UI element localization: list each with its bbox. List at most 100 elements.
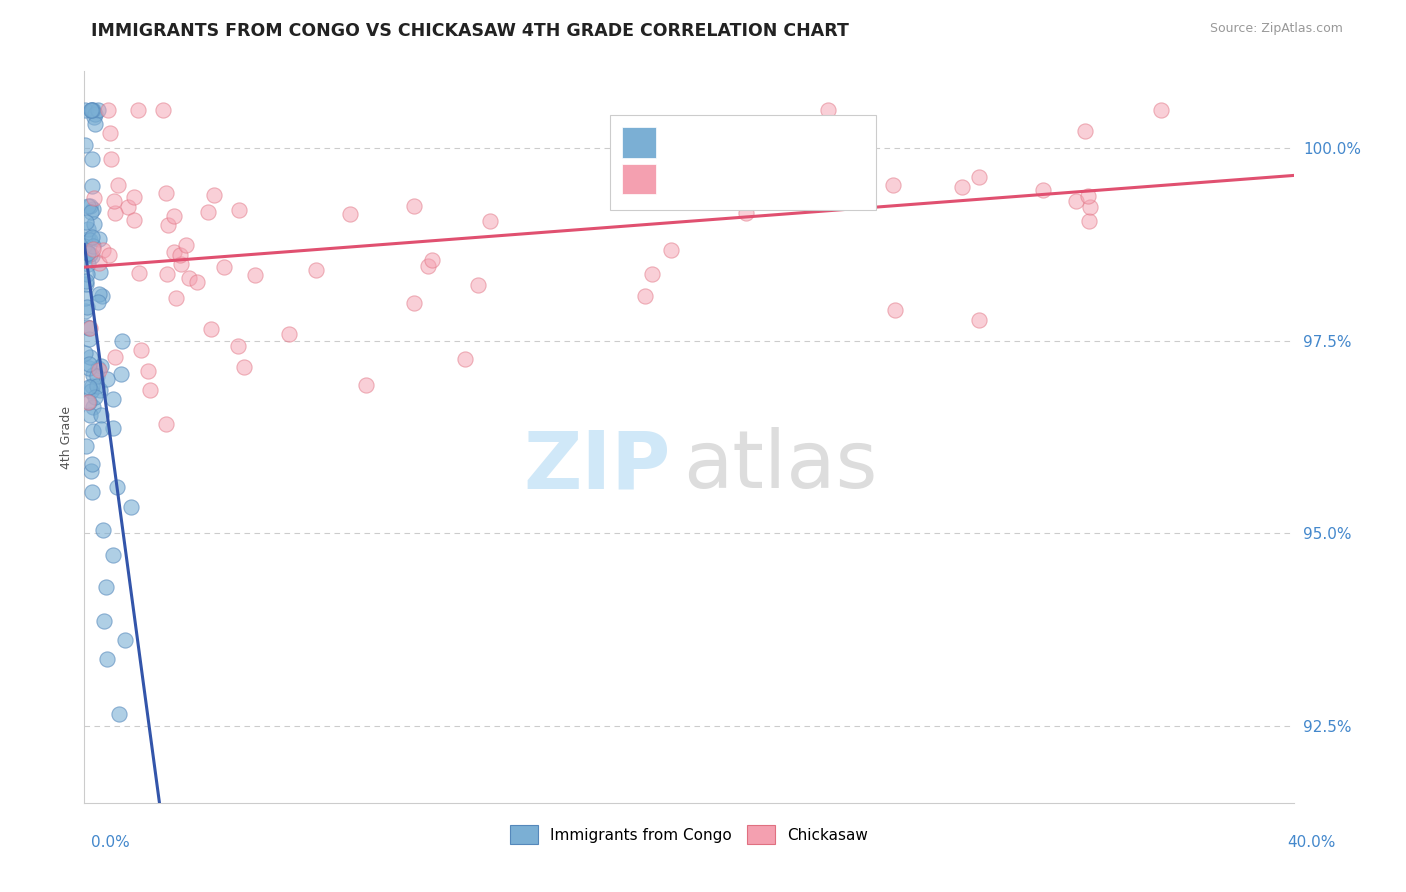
Point bbox=[633, 190, 655, 204]
Point bbox=[80, 103, 103, 117]
Point bbox=[90, 422, 112, 436]
FancyBboxPatch shape bbox=[623, 163, 657, 194]
Point bbox=[82, 424, 104, 438]
Point bbox=[82, 103, 104, 117]
Point bbox=[620, 150, 643, 164]
Point bbox=[801, 181, 824, 195]
Point bbox=[97, 103, 120, 117]
Point bbox=[76, 246, 98, 260]
Point bbox=[883, 303, 905, 318]
Point bbox=[163, 245, 186, 260]
Point bbox=[101, 392, 124, 406]
Point bbox=[138, 383, 160, 397]
Point bbox=[305, 263, 328, 277]
Text: 40.0%: 40.0% bbox=[1288, 836, 1336, 850]
Point bbox=[75, 292, 97, 306]
Point bbox=[104, 350, 127, 364]
Point bbox=[83, 191, 105, 205]
Point bbox=[640, 267, 662, 281]
Point bbox=[87, 103, 110, 117]
Point bbox=[91, 243, 114, 257]
Point bbox=[155, 417, 177, 431]
Point bbox=[356, 378, 378, 392]
Point bbox=[108, 707, 131, 722]
Point bbox=[243, 268, 266, 283]
Point bbox=[77, 257, 100, 271]
Point bbox=[89, 264, 111, 278]
Point bbox=[339, 207, 361, 221]
Point bbox=[87, 256, 110, 270]
Point bbox=[1078, 214, 1101, 228]
Point bbox=[1032, 183, 1054, 197]
Y-axis label: 4th Grade: 4th Grade bbox=[60, 406, 73, 468]
Point bbox=[177, 270, 200, 285]
Point bbox=[735, 206, 758, 220]
Point bbox=[80, 384, 103, 398]
Point bbox=[120, 500, 142, 515]
Point bbox=[75, 277, 97, 291]
Point bbox=[163, 209, 186, 223]
Point bbox=[90, 408, 112, 422]
FancyBboxPatch shape bbox=[610, 115, 876, 211]
Point bbox=[80, 103, 103, 117]
Point bbox=[155, 267, 177, 281]
Point bbox=[104, 206, 127, 220]
Point bbox=[1074, 124, 1097, 138]
Text: N = 80: N = 80 bbox=[796, 135, 851, 150]
Point bbox=[80, 230, 103, 244]
Text: Source: ZipAtlas.com: Source: ZipAtlas.com bbox=[1209, 22, 1343, 36]
Point bbox=[87, 287, 110, 301]
Point bbox=[634, 289, 657, 303]
Point bbox=[98, 126, 121, 140]
Point bbox=[86, 369, 108, 384]
Text: atlas: atlas bbox=[683, 427, 877, 506]
Point bbox=[80, 485, 103, 500]
Point bbox=[80, 205, 103, 219]
Point bbox=[122, 190, 145, 204]
Point bbox=[77, 361, 100, 376]
Point bbox=[967, 312, 990, 326]
Point bbox=[77, 222, 100, 236]
Point bbox=[127, 103, 149, 117]
Point bbox=[73, 103, 96, 117]
Point bbox=[82, 202, 104, 216]
Point bbox=[114, 633, 136, 648]
Text: R = -0.254: R = -0.254 bbox=[671, 135, 756, 150]
Point bbox=[454, 352, 477, 367]
Point bbox=[79, 321, 101, 335]
Point bbox=[1150, 103, 1173, 117]
Point bbox=[75, 274, 97, 288]
Point bbox=[969, 170, 991, 185]
Point bbox=[129, 343, 152, 358]
Point bbox=[73, 239, 96, 253]
Point bbox=[157, 219, 180, 233]
Point bbox=[402, 296, 425, 310]
Point bbox=[152, 103, 174, 117]
Point bbox=[82, 401, 104, 415]
Point bbox=[75, 439, 97, 453]
Point bbox=[404, 199, 426, 213]
Point bbox=[96, 580, 118, 594]
Point bbox=[1064, 194, 1087, 209]
Point bbox=[87, 360, 110, 375]
Point bbox=[103, 548, 125, 562]
Point bbox=[76, 319, 98, 334]
Point bbox=[170, 257, 193, 271]
Point bbox=[76, 198, 98, 212]
Point bbox=[416, 259, 439, 273]
Point bbox=[77, 232, 100, 246]
Point bbox=[87, 295, 110, 310]
Point bbox=[232, 359, 254, 374]
Point bbox=[80, 179, 103, 194]
Point bbox=[165, 291, 187, 305]
Point bbox=[1080, 200, 1102, 214]
Text: 0.0%: 0.0% bbox=[91, 836, 131, 850]
Point bbox=[82, 239, 104, 253]
Text: N = 79: N = 79 bbox=[796, 171, 851, 186]
Point bbox=[155, 186, 177, 201]
Point bbox=[111, 334, 134, 348]
Point bbox=[89, 232, 111, 246]
Point bbox=[77, 394, 100, 409]
Point bbox=[200, 321, 222, 335]
Point bbox=[83, 217, 105, 231]
